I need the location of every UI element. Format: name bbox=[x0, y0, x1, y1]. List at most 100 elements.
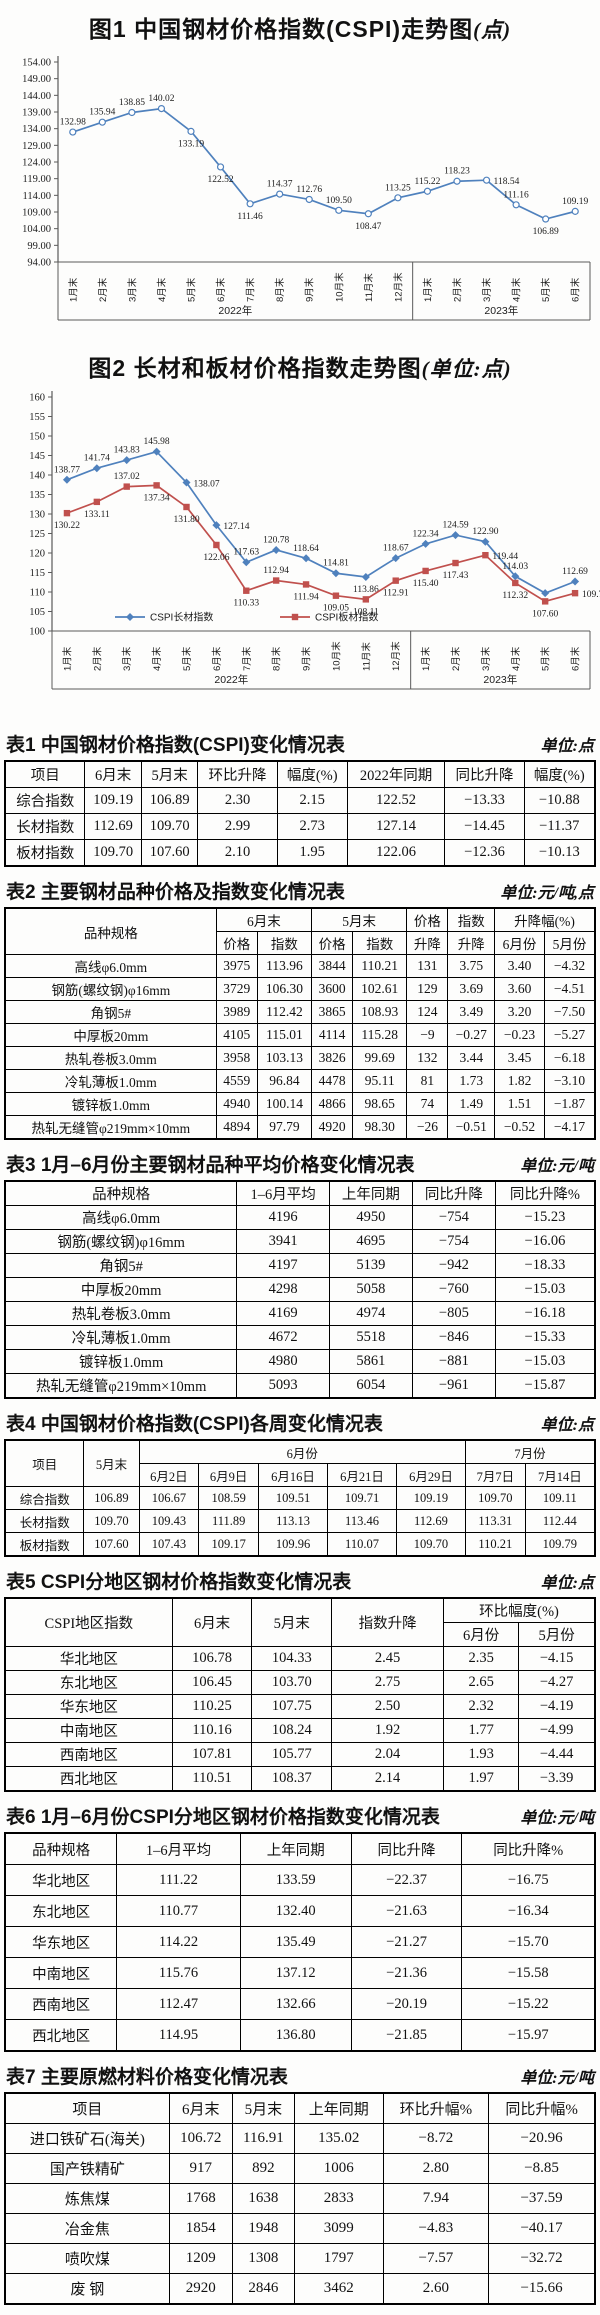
column-header: 5月末 bbox=[310, 907, 408, 932]
table-cell: 115.01 bbox=[256, 1023, 313, 1047]
table-cell: 3099 bbox=[293, 2213, 384, 2244]
table-cell: 112.69 bbox=[84, 813, 142, 840]
table-cell: 110.16 bbox=[171, 1718, 253, 1743]
data-point-label: 138.85 bbox=[119, 98, 145, 108]
column-header: 升降 bbox=[406, 931, 449, 955]
year-group-label: 2022年 bbox=[214, 673, 248, 686]
column-header: 同比升降 bbox=[444, 760, 525, 788]
column-header: 价格 bbox=[310, 931, 354, 955]
legend-label: CSPI长材指数 bbox=[150, 611, 213, 624]
row-label: 长材指数 bbox=[4, 813, 86, 840]
data-point-label: 111.16 bbox=[503, 190, 529, 200]
data-point-marker bbox=[511, 572, 520, 581]
data-point-marker bbox=[153, 482, 160, 489]
data-point-label: 135.94 bbox=[89, 108, 115, 118]
table-row: 西北地区 110.51 108.37 2.14 1.97 −3.39 bbox=[4, 1766, 596, 1792]
table-cell: 2846 bbox=[231, 2273, 295, 2305]
table-cell: −15.33 bbox=[494, 1325, 596, 1350]
table-cell: 4974 bbox=[328, 1301, 413, 1326]
column-header: 项目 bbox=[4, 760, 86, 788]
table4-header: 表4 中国钢材价格指数(CSPI)各周变化情况表 单位:点 bbox=[4, 1409, 596, 1439]
column-header: 6月份 bbox=[443, 1622, 520, 1647]
figure1-title: 图1 中国钢材价格指数(CSPI)走势图(点) bbox=[0, 10, 600, 44]
data-point-marker bbox=[512, 201, 520, 209]
column-header: 同比升降 bbox=[411, 1180, 496, 1206]
table-cell: 105.77 bbox=[251, 1742, 333, 1767]
column-header: 升降 bbox=[447, 931, 496, 955]
column-header: 同比升降% bbox=[494, 1180, 596, 1206]
table-cell: 108.24 bbox=[251, 1718, 333, 1743]
data-point-label: 113.86 bbox=[353, 585, 379, 595]
table-cell: 109.96 bbox=[258, 1532, 329, 1557]
data-point-marker bbox=[361, 572, 370, 581]
row-label: 华东地区 bbox=[4, 1694, 173, 1719]
data-point-label: 133.11 bbox=[84, 510, 110, 520]
row-label: 热轧无缝管φ219mm×10mm bbox=[4, 1373, 238, 1399]
table-row: 华北地区 111.22 133.59 −22.37 −16.75 bbox=[4, 1864, 596, 1896]
table-cell: 113.13 bbox=[258, 1509, 329, 1533]
data-point-label: 115.40 bbox=[413, 579, 439, 589]
table-cell: −6.18 bbox=[543, 1046, 596, 1070]
table-row: 东北地区 106.45 103.70 2.75 2.65 −4.27 bbox=[4, 1670, 596, 1695]
table-cell: −18.33 bbox=[494, 1253, 596, 1278]
table-cell: 2.50 bbox=[331, 1694, 445, 1719]
table-cell: 1948 bbox=[231, 2213, 295, 2244]
table-cell: 110.51 bbox=[171, 1766, 253, 1792]
table-cell: 109.11 bbox=[524, 1486, 596, 1510]
table-row: 热轧无缝管φ219mm×10mm 4894 97.79 4920 98.30 −26 −0.… bbox=[4, 1115, 596, 1140]
x-tick-label: 1月末 bbox=[422, 277, 434, 302]
table-row: 角钢5# 3989 112.42 3865 108.93 124 3.49 3.20 −7.50 bbox=[4, 1000, 596, 1024]
column-header: 环比升幅% bbox=[382, 2092, 490, 2124]
column-header: 价格 bbox=[215, 931, 258, 955]
table-cell: −5.27 bbox=[543, 1023, 596, 1047]
table-cell: 74 bbox=[406, 1092, 449, 1116]
table-row: 中厚板20mm 4105 115.01 4114 115.28 −9 −0.27 −0.23−… bbox=[4, 1023, 596, 1047]
table-cell: −15.66 bbox=[488, 2273, 596, 2305]
figure2-long-flat-line-chart: 160 155 150 145 140 135 130 125 120 115 110 105 100 1… bbox=[0, 385, 600, 720]
table-cell: 2833 bbox=[293, 2183, 384, 2214]
table-cell: 106.89 bbox=[140, 787, 199, 814]
data-point-label: 138.07 bbox=[194, 480, 220, 490]
table-row: 冶金焦 1854 1948 3099 −4.83 −40.17 bbox=[4, 2213, 596, 2244]
column-header: 5月末 bbox=[83, 1439, 140, 1487]
table4-weekly-cspi-table: 项目 5月末 6月份 7月份 6月2日 6月9日 6月16日 6月21日 6月29日 7月… bbox=[4, 1439, 596, 1557]
table-cell: 917 bbox=[168, 2153, 233, 2184]
y-tick-label: 134.00 bbox=[22, 124, 51, 135]
table2-unit: 单位:元/吨,点 bbox=[500, 885, 594, 902]
data-point-marker bbox=[423, 187, 432, 195]
table-cell: −16.06 bbox=[494, 1229, 596, 1254]
table-header-row: 价格 指数 价格 指数 升降 升降 6月份 5月份 bbox=[5, 931, 596, 955]
table-cell: 132.66 bbox=[239, 1988, 352, 2020]
row-label: 东北地区 bbox=[4, 1895, 118, 1927]
row-label: 板材指数 bbox=[4, 839, 86, 867]
table3-section: 表3 1月–6月份主要钢材品种平均价格变化情况表 单位:元/吨 品种规格 1–6月… bbox=[4, 1150, 596, 1399]
table-row: 西北地区 114.95 136.80 −21.85 −15.97 bbox=[4, 2019, 596, 2052]
table4-section: 表4 中国钢材价格指数(CSPI)各周变化情况表 单位:点 项目 5月末 6月份… bbox=[4, 1409, 596, 1557]
data-point-marker bbox=[541, 598, 549, 605]
row-label: 冷轧薄板1.0mm bbox=[4, 1325, 238, 1350]
table-row: 西南地区 107.81 105.77 2.04 1.93 −4.44 bbox=[4, 1742, 596, 1767]
table-cell: −805 bbox=[411, 1301, 496, 1326]
table-cell: 98.30 bbox=[352, 1115, 408, 1140]
column-header: 6月21日 bbox=[327, 1463, 397, 1487]
table-cell: 110.77 bbox=[116, 1895, 241, 1927]
data-point-marker bbox=[302, 581, 310, 588]
y-tick-label: 115 bbox=[30, 568, 45, 579]
column-header: 指数升降 bbox=[331, 1597, 445, 1647]
table-cell: 109.17 bbox=[198, 1532, 260, 1557]
table-cell: 5093 bbox=[236, 1373, 330, 1399]
table-cell: −21.63 bbox=[350, 1895, 463, 1927]
table-cell: −3.39 bbox=[518, 1766, 596, 1792]
table5-header: 表5 CSPI分地区钢材价格指数变化情况表 单位:点 bbox=[4, 1567, 596, 1597]
table-cell: 81 bbox=[406, 1069, 449, 1093]
row-label: 华北地区 bbox=[4, 1864, 118, 1896]
table-cell: 1.95 bbox=[276, 839, 348, 867]
table1-title: 表1 中国钢材价格指数(CSPI)变化情况表 bbox=[6, 735, 345, 756]
table-cell: 6054 bbox=[328, 1373, 413, 1399]
table-cell: 113.96 bbox=[256, 954, 313, 978]
row-label: 镀锌板1.0mm bbox=[4, 1092, 217, 1116]
table-cell: 2.14 bbox=[331, 1766, 445, 1792]
table-row: 钢筋(螺纹钢)φ16mm 3941 4695 −754 −16.06 bbox=[4, 1229, 596, 1254]
table-cell: −15.23 bbox=[494, 1205, 596, 1230]
